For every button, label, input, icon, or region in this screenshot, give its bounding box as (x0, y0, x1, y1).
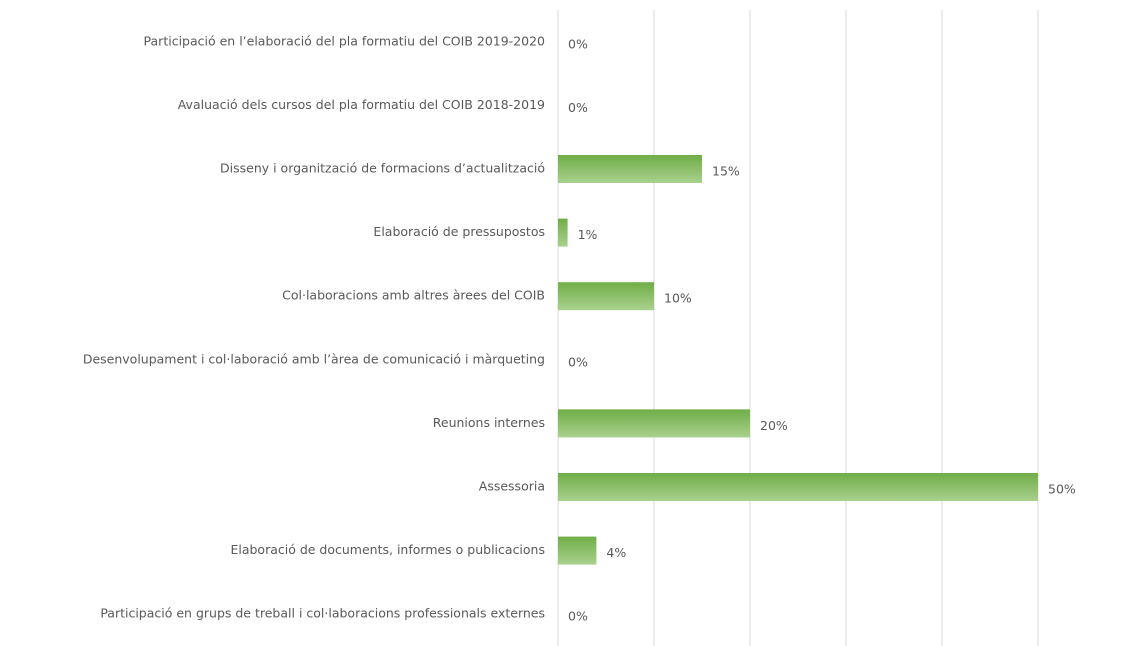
bar (558, 282, 654, 311)
data-label: 10% (664, 291, 692, 306)
bar (558, 536, 597, 565)
category-label: Avaluació dels cursos del pla formatiu d… (178, 97, 545, 112)
category-label: Elaboració de pressupostos (373, 224, 545, 239)
data-label: 50% (1048, 482, 1076, 497)
category-label: Desenvolupament i col·laboració amb l’àr… (83, 351, 545, 366)
category-label: Col·laboracions amb altres àrees del COI… (282, 288, 545, 303)
category-label: Reunions internes (433, 415, 545, 430)
bar (558, 473, 1038, 501)
category-label: Disseny i organització de formacions d’a… (220, 161, 545, 176)
bar (558, 218, 568, 247)
data-label: 0% (568, 354, 588, 369)
bar (558, 409, 750, 438)
category-label: Participació en l’elaboració del pla for… (144, 33, 545, 48)
category-label: Participació en grups de treball i col·l… (100, 606, 545, 621)
category-label: Elaboració de documents, informes o publ… (230, 542, 545, 557)
data-label: 0% (568, 609, 588, 624)
data-label: 4% (606, 545, 626, 560)
bar (558, 155, 702, 183)
data-label: 0% (568, 100, 588, 115)
data-label: 0% (568, 36, 588, 51)
data-label: 15% (712, 164, 740, 179)
data-label: 20% (760, 418, 788, 433)
category-label: Assessoria (479, 479, 545, 494)
data-label: 1% (578, 227, 598, 242)
